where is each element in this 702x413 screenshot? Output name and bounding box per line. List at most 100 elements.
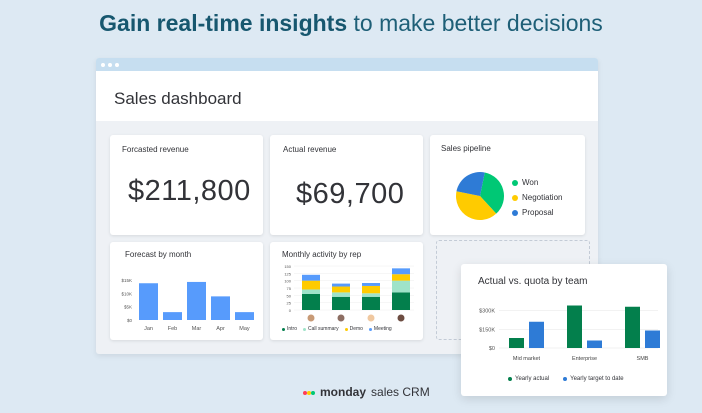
pie-slice	[456, 172, 485, 196]
stack-segment	[332, 283, 350, 287]
headline-rest: to make better decisions	[353, 10, 603, 36]
forecast-bar-chart: $0 $5K $10K $15K Jan Feb Mar Apr May	[121, 278, 254, 332]
sales-pipeline-card[interactable]: Sales pipeline Won Negotiation Proposal	[430, 135, 585, 235]
dashboard-title: Sales dashboard	[114, 89, 242, 108]
bar	[211, 296, 230, 320]
brand-name: monday	[320, 385, 367, 399]
card-title: Forecast by month	[125, 250, 192, 259]
pie-slice	[456, 191, 497, 220]
legend-item: Meeting	[368, 326, 392, 332]
stack-segment	[332, 296, 350, 310]
legend-item: Call summary	[303, 326, 339, 332]
x-tick-label: Jan	[144, 326, 153, 332]
bar	[625, 306, 640, 348]
stack-segment	[392, 274, 410, 281]
actual-revenue-value: $69,700	[296, 178, 405, 210]
stack-segment	[332, 292, 350, 297]
bar	[187, 281, 206, 320]
stack-segment	[302, 293, 320, 310]
legend-label: Proposal	[522, 208, 554, 217]
legend-item: Demo	[344, 326, 363, 332]
legend-dot-icon	[512, 179, 518, 186]
bar	[163, 312, 182, 320]
bar	[139, 283, 158, 320]
y-tick-label: $300K	[479, 309, 495, 315]
x-tick-label: Feb	[168, 326, 177, 332]
legend-label: Call summary	[308, 326, 339, 332]
forecasted-revenue-value: $211,800	[128, 175, 251, 207]
stack-segment	[392, 280, 410, 293]
stack-segment	[362, 283, 380, 286]
actual-vs-quota-card[interactable]: Actual vs. quota by team $0 $150K $300K Mid…	[461, 264, 667, 396]
window-dot-icon	[115, 62, 119, 67]
y-tick-label: 75	[287, 286, 292, 291]
forecasted-revenue-card[interactable]: Forcasted revenue $211,800	[110, 135, 263, 235]
quota-legend: Yearly actual Yearly target to date	[508, 376, 624, 382]
x-tick-label: SMB	[637, 356, 649, 362]
brand-logo: monday sales CRM	[303, 385, 430, 399]
legend-dot-icon	[303, 327, 307, 331]
legend-item: Yearly actual	[508, 376, 549, 382]
bar	[645, 330, 660, 348]
y-tick-label: $10K	[121, 291, 132, 296]
window-dot-icon	[108, 62, 112, 67]
activity-stacked-chart: 0 25 50 75 100 125 150	[284, 264, 414, 322]
legend-dot-icon	[512, 194, 518, 201]
quota-bar-chart: $0 $150K $300K Mid market Enterprise SMB	[479, 305, 660, 362]
x-tick-label: May	[239, 326, 250, 332]
y-tick-label: 150	[284, 264, 291, 269]
legend-dot-icon	[508, 377, 512, 381]
y-tick-label: $0	[489, 346, 495, 352]
y-tick-label: $0	[127, 318, 133, 323]
legend-dot-icon	[344, 327, 348, 331]
bar	[235, 312, 254, 320]
x-tick-label: Mid market	[513, 356, 541, 362]
stack-segment	[332, 286, 350, 293]
card-title: Forcasted revenue	[122, 145, 189, 154]
bar	[567, 305, 582, 348]
legend-label: Demo	[349, 326, 363, 332]
card-title: Actual revenue	[283, 145, 337, 154]
avatar	[397, 314, 405, 322]
headline-bold: Gain real-time insights	[99, 10, 348, 36]
window-titlebar	[96, 58, 598, 71]
y-tick-label: $150K	[479, 327, 495, 333]
page-headline: Gain real-time insights to make better d…	[0, 10, 702, 37]
x-tick-label: Enterprise	[572, 356, 597, 362]
legend-item: Negotiation	[512, 193, 562, 202]
card-title: Actual vs. quota by team	[478, 276, 588, 287]
pipeline-pie-chart	[456, 172, 504, 220]
card-title: Sales pipeline	[441, 144, 491, 153]
monthly-activity-card[interactable]: Monthly activity by rep 0 25 50 75 100 125 150…	[270, 242, 423, 340]
legend-item: Won	[512, 178, 562, 187]
y-tick-label: 125	[284, 271, 291, 276]
legend-dot-icon	[282, 327, 285, 331]
y-tick-label: $5K	[124, 305, 132, 310]
legend-item: Yearly target to date	[563, 376, 624, 382]
bar	[587, 340, 602, 348]
y-tick-label: 50	[287, 293, 292, 298]
x-tick-label: Apr	[216, 326, 225, 332]
bar	[529, 321, 544, 348]
stack-segment	[302, 274, 320, 281]
legend-label: Negotiation	[522, 193, 563, 202]
actual-revenue-card[interactable]: Actual revenue $69,700	[270, 135, 423, 235]
legend-dot-icon	[512, 209, 518, 216]
legend-label: Meeting	[373, 326, 392, 332]
y-tick-label: $15K	[121, 278, 132, 283]
stack-segment	[392, 292, 410, 310]
legend-label: Intro	[287, 326, 298, 332]
stack-segment	[392, 268, 410, 275]
brand-suffix: sales CRM	[371, 385, 430, 399]
stack-segment	[302, 289, 320, 294]
legend-dot-icon	[368, 327, 372, 331]
bar	[509, 338, 524, 348]
avatar	[337, 314, 345, 322]
legend-item: Proposal	[512, 208, 562, 217]
forecast-by-month-card[interactable]: Forecast by month $0 $5K $10K $15K Jan Feb Mar…	[110, 242, 263, 340]
legend-dot-icon	[563, 377, 568, 381]
stack-segment	[362, 285, 380, 294]
legend-label: Yearly actual	[515, 376, 550, 382]
card-title: Monthly activity by rep	[282, 250, 362, 259]
pie-slice	[480, 172, 504, 214]
